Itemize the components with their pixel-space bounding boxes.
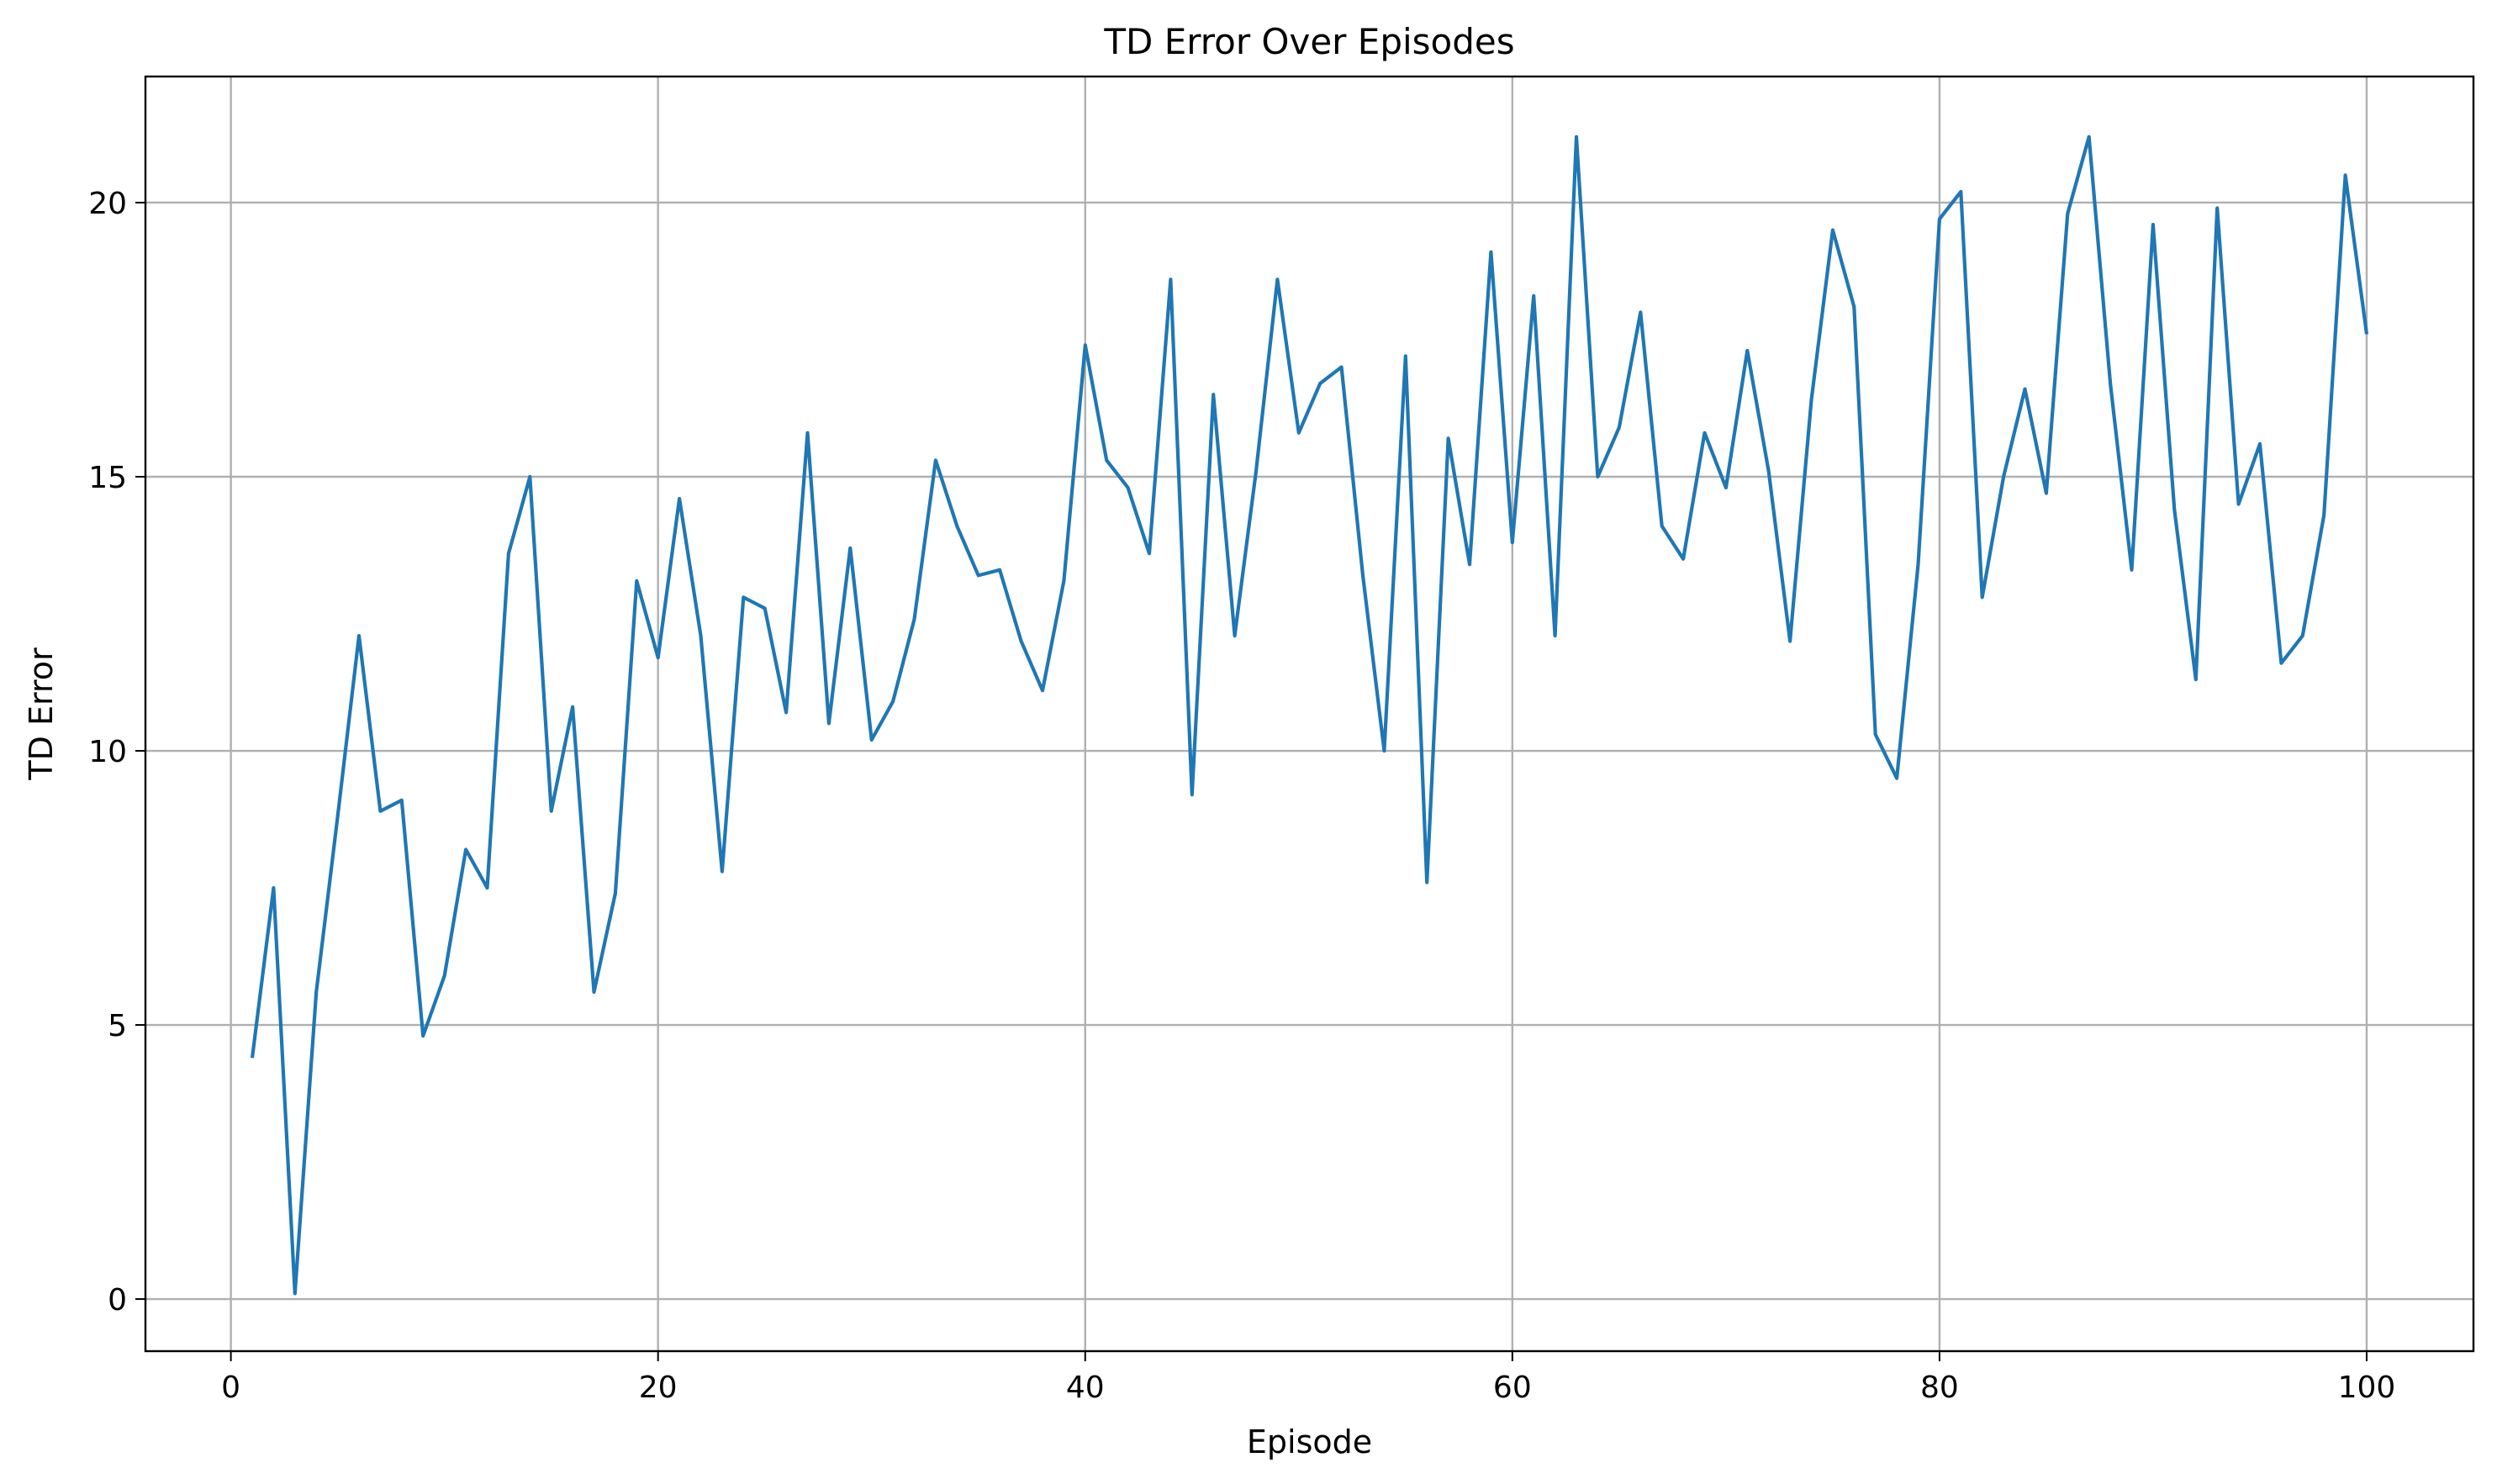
x-tick-label: 40 [1066,1370,1105,1405]
chart-title: TD Error Over Episodes [1103,21,1514,62]
x-tick-label: 0 [221,1370,240,1405]
grid [145,77,2473,1351]
y-tick-label: 0 [108,1283,127,1318]
y-axis-ticks: 0 5 10 15 20 [88,187,145,1318]
x-axis-ticks: 0 20 40 60 80 100 [221,1351,2395,1405]
x-tick-label: 60 [1493,1370,1532,1405]
data-points [251,136,2368,1294]
y-tick-label: 15 [88,461,127,495]
y-tick-label: 10 [88,735,127,769]
x-tick-label: 100 [2338,1370,2396,1405]
x-tick-label: 80 [1920,1370,1959,1405]
plot-frame [144,75,2475,1353]
series-line [250,135,2369,1296]
x-axis-label: Episode [1247,1423,1372,1460]
y-axis-label: TD Error [23,647,60,781]
y-tick-label: 5 [108,1009,127,1043]
y-tick-label: 20 [88,187,127,221]
x-tick-label: 20 [639,1370,678,1405]
